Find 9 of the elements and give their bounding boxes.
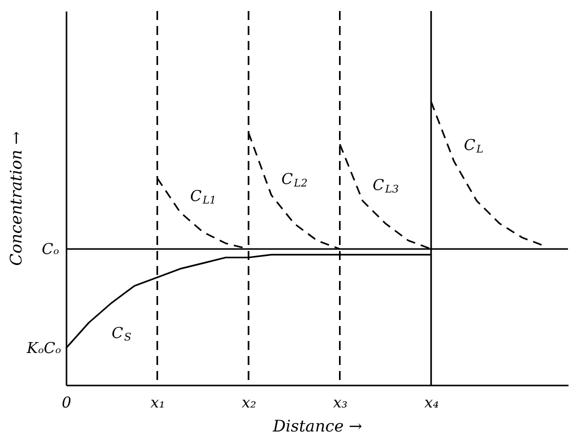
annotation: KₒCₒ [26, 339, 62, 358]
x-tick-label: x₂ [242, 394, 256, 412]
x-tick-label: x₄ [424, 394, 439, 412]
x-axis-title: Distance → [272, 416, 362, 436]
x-tick-label: x₁ [150, 394, 166, 412]
x-tick-label: x₃ [333, 394, 348, 412]
y-axis-title: Concentration → [6, 131, 26, 266]
ref-line-label: Cₒ [42, 240, 60, 258]
x-tick-label: 0 [62, 394, 72, 412]
